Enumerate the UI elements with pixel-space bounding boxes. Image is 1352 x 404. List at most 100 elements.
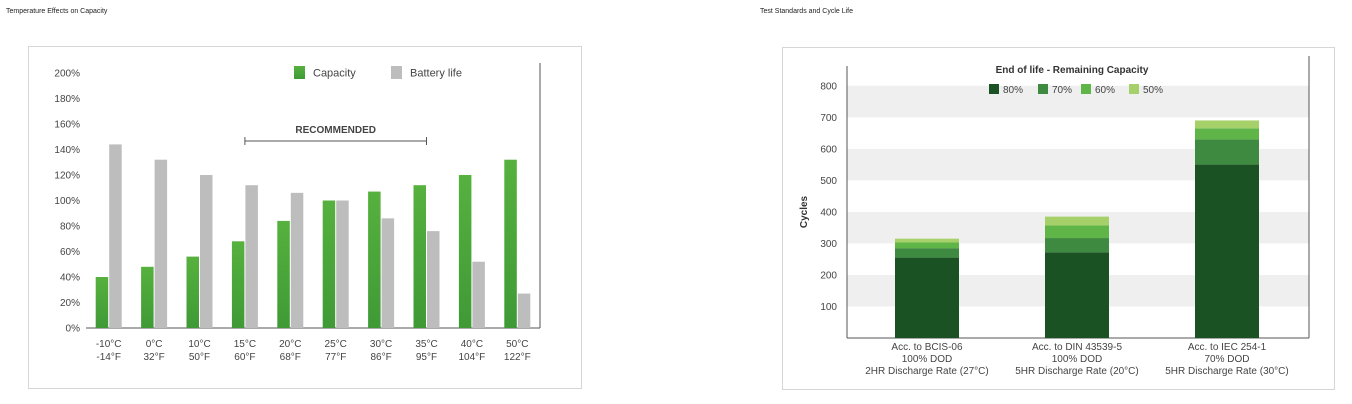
y-tick-label: 200% [54, 69, 80, 80]
y-tick-label: 200 [820, 270, 837, 281]
stacked-bar-segment [1045, 216, 1109, 226]
stacked-bar-segment [1195, 120, 1259, 129]
y-tick-label: 500 [820, 176, 837, 187]
y-tick-label: 160% [54, 120, 80, 131]
x-tick-label: 40°C [461, 339, 483, 350]
legend-swatch [1081, 84, 1091, 94]
legend-label: 60% [1095, 85, 1115, 96]
y-tick-label: 400 [820, 207, 837, 218]
x-tick-label: 30°C [370, 339, 392, 350]
recommended-label: RECOMMENDED [295, 125, 376, 136]
grid-band [847, 85, 1309, 118]
stacked-bar-segment [1195, 128, 1259, 140]
legend-swatch [391, 66, 402, 79]
stacked-bar-segment [895, 242, 959, 249]
x-tick-label: Acc. to IEC 254-1 [1188, 342, 1267, 353]
x-tick-label: Acc. to BCIS-06 [891, 342, 963, 353]
x-tick-label: 32°F [143, 352, 164, 363]
y-tick-label: 180% [54, 94, 80, 105]
x-tick-label: 0°C [146, 339, 163, 350]
y-tick-label: 300 [820, 239, 837, 250]
stacked-bar-segment [1045, 252, 1109, 338]
section-title-test-standards: Test Standards and Cycle Life [760, 8, 853, 15]
y-tick-label: 100% [54, 196, 80, 207]
legend-label: Capacity [313, 68, 356, 80]
capacity-bar [458, 175, 472, 328]
chart-title: End of life - Remaining Capacity [996, 65, 1149, 76]
capacity-bar [95, 277, 109, 328]
legend-swatch [294, 66, 305, 79]
y-tick-label: 600 [820, 144, 837, 155]
x-tick-label: -10°C [96, 339, 122, 350]
y-tick-label: 60% [60, 247, 80, 258]
x-tick-label: 104°F [459, 352, 486, 363]
y-tick-label: 100 [820, 302, 837, 313]
legend-label: Battery life [410, 68, 462, 80]
battery-life-bar [200, 175, 213, 328]
x-tick-label: -14°F [96, 352, 121, 363]
temperature-chart-panel: 0% 20% 40% 60% 80% 100% 120% 140% 160% 180% 200% -1… [28, 46, 582, 389]
stacked-bar-segment [895, 238, 959, 243]
y-tick-label: 800 [820, 81, 837, 92]
battery-life-bar [336, 200, 349, 328]
x-tick-label: Acc. to DIN 43539-5 [1032, 342, 1122, 353]
stacked-bar-segment [1195, 139, 1259, 165]
capacity-bar [186, 256, 199, 328]
x-tick-label: 122°F [504, 352, 531, 363]
x-tick-label: 50°C [506, 339, 528, 350]
legend-label: 50% [1143, 85, 1163, 96]
y-tick-label: 0% [66, 324, 81, 335]
capacity-bar [141, 266, 154, 328]
stacked-bar-segment [895, 248, 959, 258]
capacity-bar [322, 200, 336, 328]
battery-life-bar [517, 293, 531, 328]
legend-swatch [1129, 84, 1139, 94]
stacked-bar-segment [1045, 238, 1109, 253]
battery-life-bar [154, 159, 168, 328]
x-tick-label: 2HR Discharge Rate (27°C) [865, 366, 989, 377]
legend-swatch [989, 84, 999, 94]
x-tick-label: 15°C [234, 339, 256, 350]
legend-label: 80% [1003, 85, 1023, 96]
cycle-life-chart: 100 200 300 400 500 600 700 800 Cycles End of lif… [799, 56, 1310, 377]
x-tick-label: 10°C [188, 339, 210, 350]
y-tick-label: 20% [60, 298, 80, 309]
x-tick-label: 95°F [416, 352, 437, 363]
temperature-capacity-chart: 0% 20% 40% 60% 80% 100% 120% 140% 160% 180% 200% -1… [54, 63, 541, 363]
cycle-life-chart-panel: 100 200 300 400 500 600 700 800 Cycles End of lif… [782, 47, 1335, 390]
x-tick-label: 86°F [370, 352, 391, 363]
capacity-bar [413, 185, 426, 328]
x-tick-label: 68°F [280, 352, 301, 363]
y-tick-label: 80% [60, 222, 80, 233]
legend-swatch [1038, 84, 1048, 94]
x-tick-label: 70% DOD [1204, 354, 1249, 365]
capacity-bar [231, 241, 245, 328]
x-tick-label: 100% DOD [902, 354, 953, 365]
y-tick-label: 700 [820, 113, 837, 124]
battery-life-bar [290, 192, 304, 328]
y-tick-label: 120% [54, 171, 80, 182]
x-tick-label: 5HR Discharge Rate (20°C) [1015, 366, 1139, 377]
capacity-bar [368, 191, 381, 328]
x-tick-label: 25°C [325, 339, 347, 350]
battery-life-bar [381, 218, 395, 328]
battery-life-bar [427, 231, 440, 328]
y-tick-label: 140% [54, 145, 80, 156]
x-tick-label: 5HR Discharge Rate (30°C) [1165, 366, 1289, 377]
y-axis-label: Cycles [799, 195, 810, 228]
battery-life-bar [109, 144, 122, 328]
stacked-bar-segment [1195, 164, 1259, 338]
x-tick-label: 20°C [279, 339, 301, 350]
y-tick-label: 40% [60, 273, 80, 284]
x-tick-label: 35°C [415, 339, 437, 350]
battery-life-bar [245, 185, 258, 328]
x-tick-label: 60°F [234, 352, 255, 363]
x-tick-label: 77°F [325, 352, 346, 363]
stacked-bar-segment [895, 257, 959, 338]
capacity-bar [504, 159, 517, 328]
x-tick-label: 50°F [189, 352, 210, 363]
legend-label: 70% [1052, 85, 1072, 96]
x-tick-label: 100% DOD [1052, 354, 1103, 365]
capacity-bar [277, 220, 290, 328]
stacked-bar-segment [1045, 225, 1109, 239]
